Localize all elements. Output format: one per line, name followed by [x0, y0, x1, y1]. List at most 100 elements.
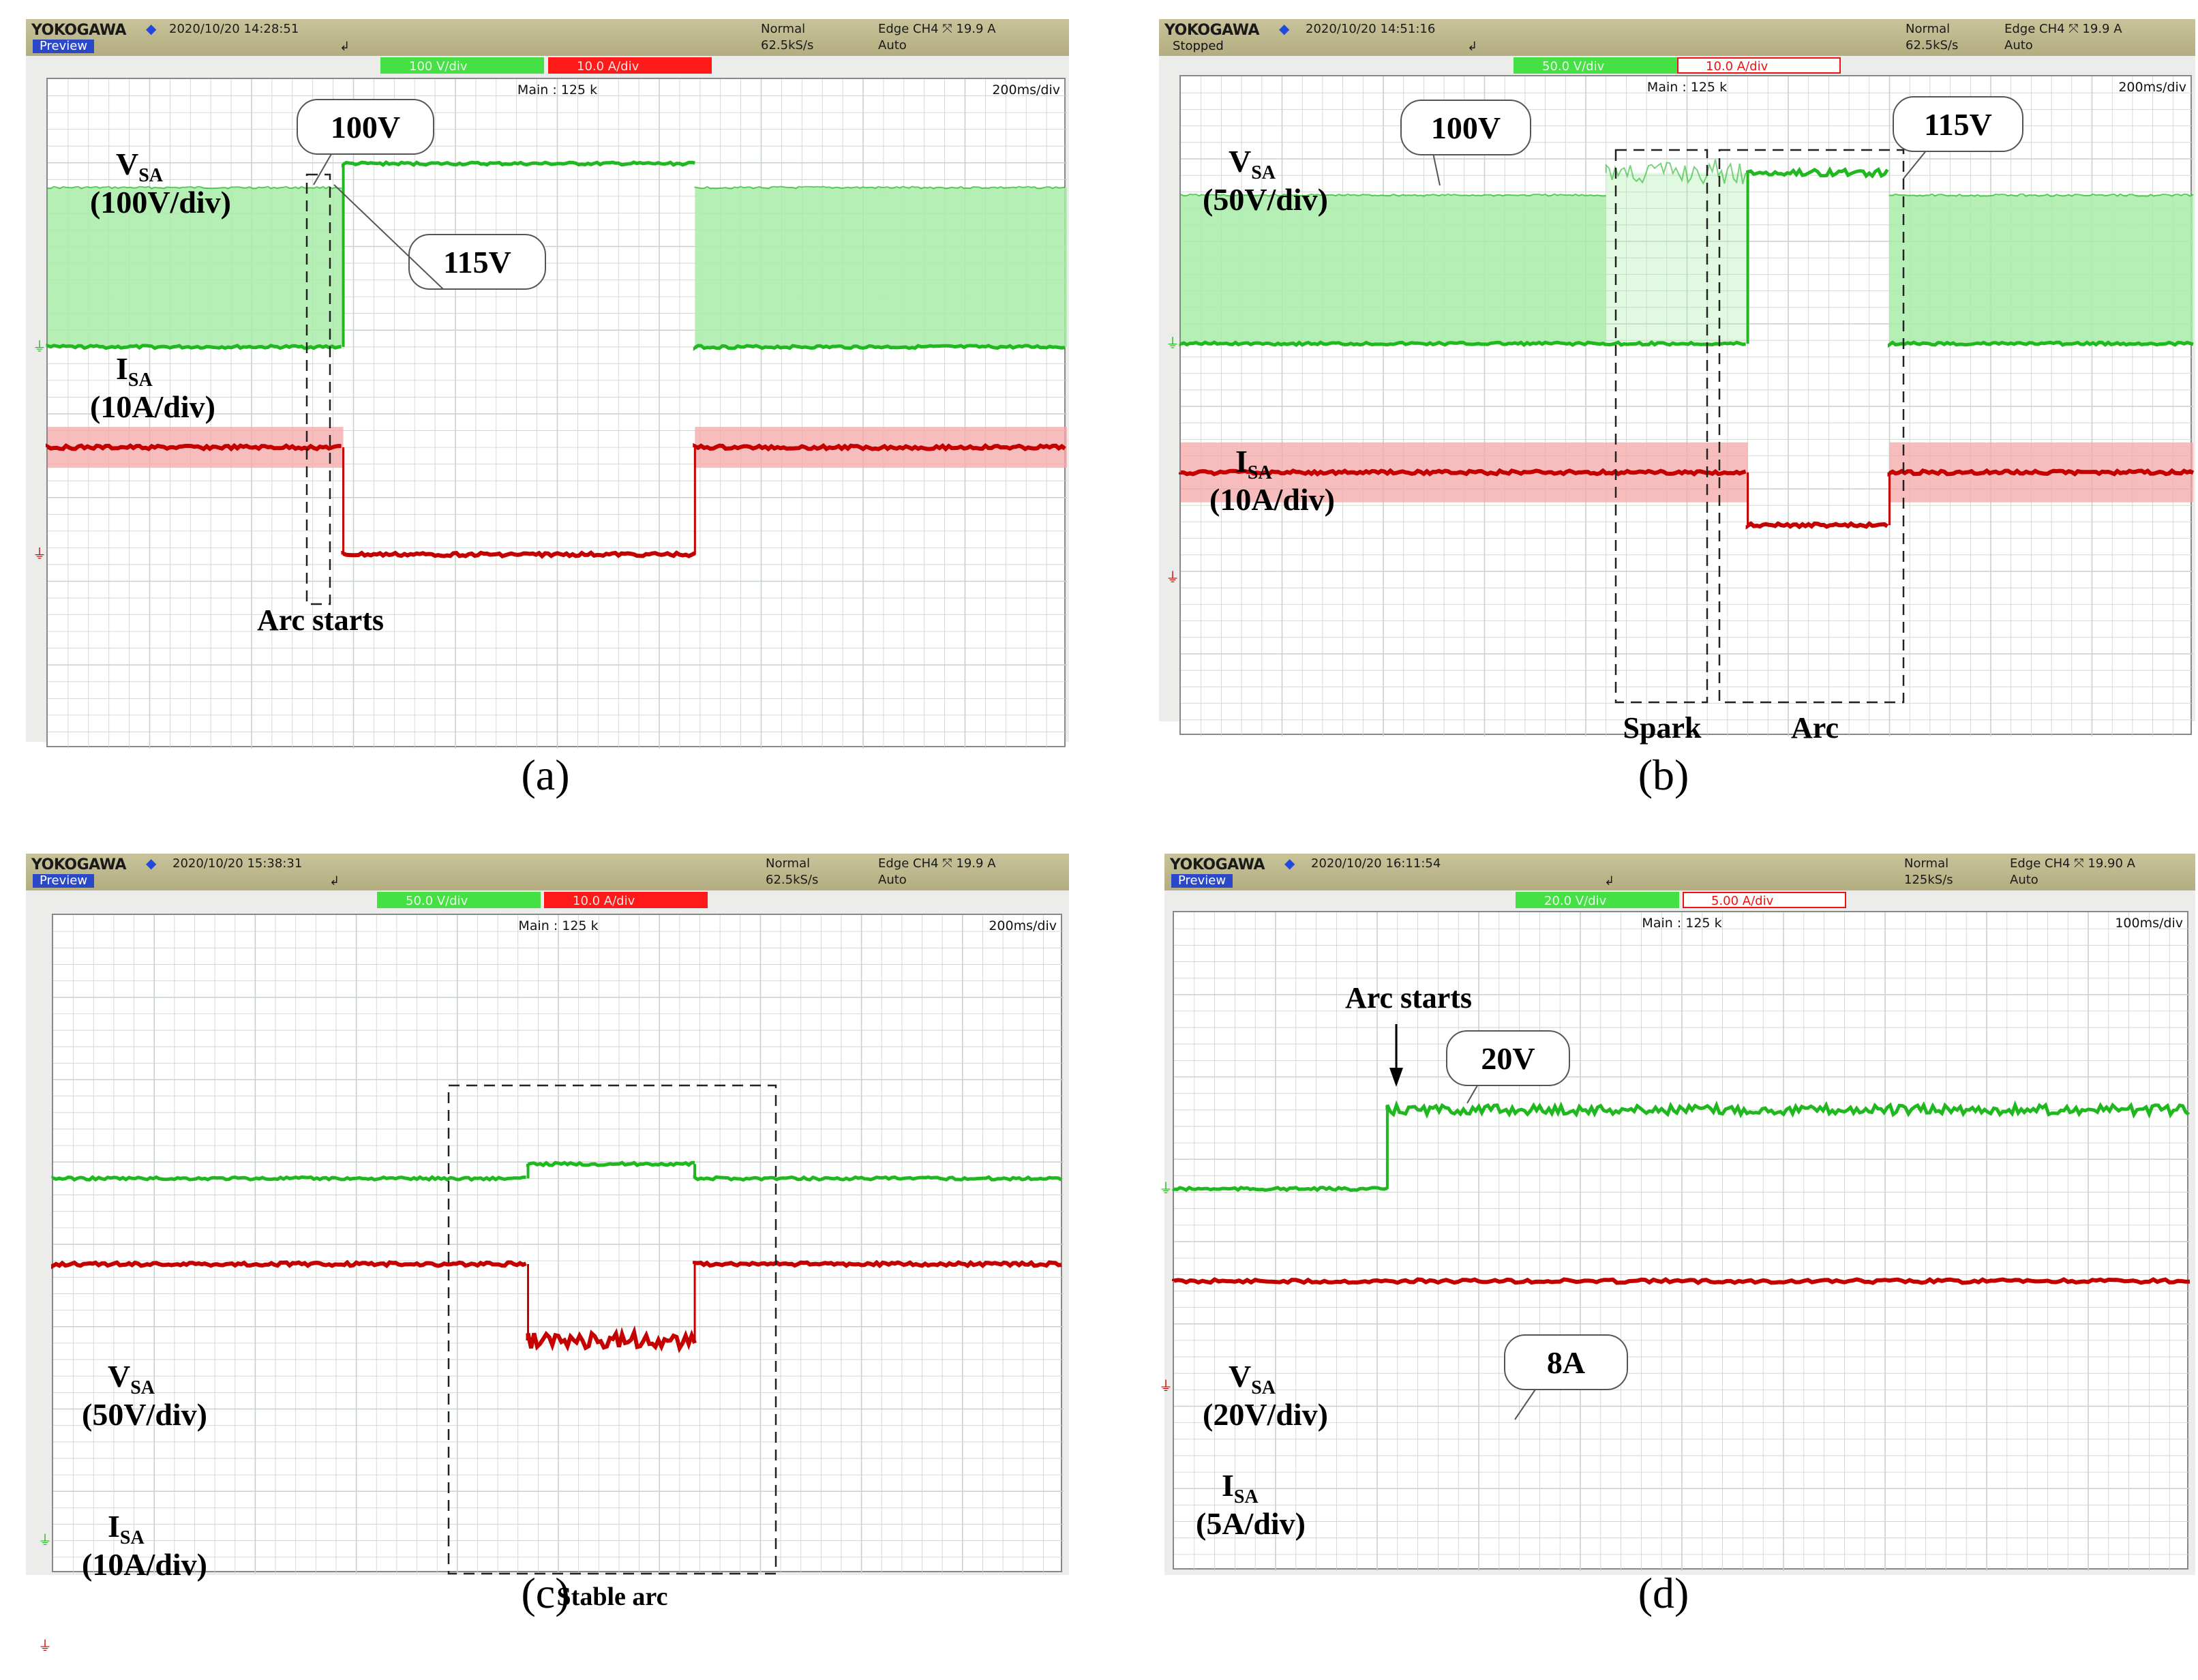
isa-label: ISA	[1222, 1468, 1259, 1508]
voltage-pulse-band	[1181, 195, 1606, 344]
voltage-high-level	[1180, 193, 1606, 197]
channel-voltage-scale: 50.0 V/div	[1514, 57, 1677, 74]
region-label: Stable arc	[557, 1582, 668, 1611]
dashed-region	[1614, 149, 1708, 704]
datetime: 2020/10/20 15:38:31	[172, 856, 303, 871]
voltage-pulse-band	[48, 188, 344, 347]
region-label: Arc	[1791, 711, 1839, 745]
signal-labels: VSA(50V/div) ISA(10A/div)	[82, 1359, 207, 1582]
panel-caption: (d)	[1638, 1569, 1689, 1617]
voltage-level	[341, 160, 695, 168]
arrow-head-icon	[1389, 1068, 1403, 1087]
current-level	[341, 550, 696, 559]
current-level	[1745, 521, 1889, 530]
current-trace	[1179, 442, 2195, 530]
trigger-setting: Edge CH4 ⤧ 19.9 A	[878, 22, 996, 36]
sample-rate: 62.5kS/s	[766, 873, 819, 887]
callout-text: 100V	[1431, 110, 1501, 145]
voltage-level	[526, 1160, 695, 1168]
waveform-plot: Main : 125 k 200ms/div ⏚ ⏚ VSA (50V/div) ISA (1…	[1166, 75, 2195, 745]
current-level	[51, 1259, 527, 1270]
trigger-setting: Edge CH4 ⤧ 19.9 A	[878, 856, 996, 871]
channel-current-scale: 10.0 A/div	[544, 892, 708, 908]
voltage-high-level	[694, 185, 1066, 190]
current-trace	[51, 1259, 1062, 1353]
main-record-length: Main : 125 k	[1642, 916, 1721, 931]
timebase: 200ms/div	[2118, 80, 2186, 95]
current-ground-marker: ⏚	[1166, 571, 1179, 586]
isa-scale-label: (10A/div)	[1209, 482, 1335, 517]
waveform-svg: Main : 125 k 200ms/div ⏚ ⏚ VSA(50V/div) ISA(1…	[1166, 76, 2195, 745]
voltage-ground-marker: ⏚	[38, 1533, 52, 1548]
brand-logo: YOKOGAWA	[31, 22, 127, 39]
current-level	[1179, 468, 1747, 477]
waveform-svg: Main : 125 k 100ms/div ⏚ ⏚ VSA(20V/div) ISA(5…	[1159, 912, 2191, 1571]
voltage-level	[1746, 166, 1889, 179]
annotations: 100V 115V Spark Arc	[1400, 96, 2023, 745]
voltage-pulse-band	[1606, 172, 1748, 344]
callout-text: 115V	[1924, 107, 1992, 142]
sample-rate: 125kS/s	[1904, 873, 1953, 887]
dashed-region	[447, 1084, 777, 1575]
scope-header: YOKOGAWA ◆ 2020/10/20 14:28:51 Preview Norma…	[26, 19, 1069, 56]
panel-caption: (b)	[1638, 751, 1689, 799]
channel-voltage-scale: 50.0 V/div	[377, 892, 541, 908]
trigger-mode: Auto	[878, 873, 907, 887]
datetime: 2020/10/20 14:51:16	[1306, 22, 1436, 36]
vsa-scale-label: (20V/div)	[1203, 1397, 1328, 1432]
current-trace	[1172, 1276, 2191, 1285]
trigger-setting: Edge CH4 ⤧ 19.9 A	[2004, 22, 2122, 36]
current-level	[693, 442, 1066, 452]
trigger-position-icon: ↲	[1467, 40, 1478, 54]
acq-mode: Normal	[761, 22, 806, 36]
trigger-position-icon: ↲	[340, 40, 350, 54]
acquisition-state: Preview	[33, 40, 95, 53]
isa-scale-label: (10A/div)	[90, 389, 215, 424]
channel-voltage-scale: 100 V/div	[380, 57, 544, 74]
isa-scale-label: (10A/div)	[82, 1547, 207, 1582]
current-level	[526, 1325, 697, 1353]
sample-rate: 62.5kS/s	[761, 38, 814, 52]
acquisition-state: Preview	[33, 874, 95, 888]
trigger-position-icon: ↲	[1604, 874, 1615, 888]
isa-label: ISA	[116, 351, 153, 391]
isa-scale-label: (5A/div)	[1196, 1506, 1306, 1541]
waveform-plot: Main : 125 k 200ms/div ⏚ ⏚ VSA (50V/div) ISA (1…	[38, 914, 1064, 1653]
callout-bubble: 20V	[1446, 1030, 1570, 1104]
callout-text: 100V	[331, 110, 400, 145]
annotations: Arc starts 20V 8A	[1345, 981, 1628, 1420]
timebase: 100ms/div	[2115, 916, 2183, 931]
voltage-pulse-band	[1889, 195, 2193, 344]
vsa-label: VSA	[116, 147, 164, 186]
current-ground-marker: ⏚	[38, 1638, 52, 1653]
voltage-high-level	[1888, 193, 2194, 197]
signal-labels: VSA(50V/div) ISA(10A/div)	[1203, 144, 1335, 517]
vsa-label: VSA	[1229, 1359, 1276, 1398]
current-ground-marker: ⏚	[1159, 1379, 1173, 1394]
dashed-region	[305, 173, 331, 605]
current-ground-marker: ⏚	[33, 547, 46, 562]
acquisition-state: Preview	[1171, 874, 1233, 888]
signal-labels: VSA(20V/div) ISA(5A/div)	[1196, 1359, 1328, 1541]
isa-label: ISA	[108, 1509, 145, 1548]
waveform-svg: Main : 125 k 200ms/div ⏚ ⏚ VSA(100V/div) ISA(…	[33, 79, 1067, 749]
callout-bubble: 8A	[1504, 1334, 1628, 1420]
callout-bubble: 100V	[1400, 100, 1531, 186]
brand-diamond-icon: ◆	[1279, 20, 1290, 37]
voltage-low-level	[1179, 340, 1607, 348]
oscilloscope-screen: YOKOGAWA ◆ 2020/10/20 14:51:16 Stopped Norma…	[1159, 19, 2195, 745]
panel-caption: (a)	[521, 751, 570, 799]
oscilloscope-screen: YOKOGAWA ◆ 2020/10/20 15:38:31 Preview Norma…	[26, 854, 1069, 1653]
arc-starts-label: Arc starts	[1345, 981, 1472, 1015]
vsa-scale-label: (50V/div)	[82, 1397, 207, 1432]
datetime: 2020/10/20 16:11:54	[1311, 856, 1441, 871]
voltage-low-level	[693, 344, 1066, 351]
channel-current-scale: 10.0 A/div	[1677, 57, 1841, 74]
scope-header: YOKOGAWA ◆ 2020/10/20 16:11:54 Preview Norma…	[1164, 854, 2195, 890]
grid	[53, 915, 1064, 1574]
brand-diamond-icon: ◆	[146, 20, 157, 37]
voltage-trace	[46, 160, 1067, 351]
callout-text: 8A	[1547, 1345, 1585, 1380]
voltage-low-level	[1888, 340, 2194, 348]
signal-labels: VSA(100V/div) ISA(10A/div)	[90, 147, 231, 424]
